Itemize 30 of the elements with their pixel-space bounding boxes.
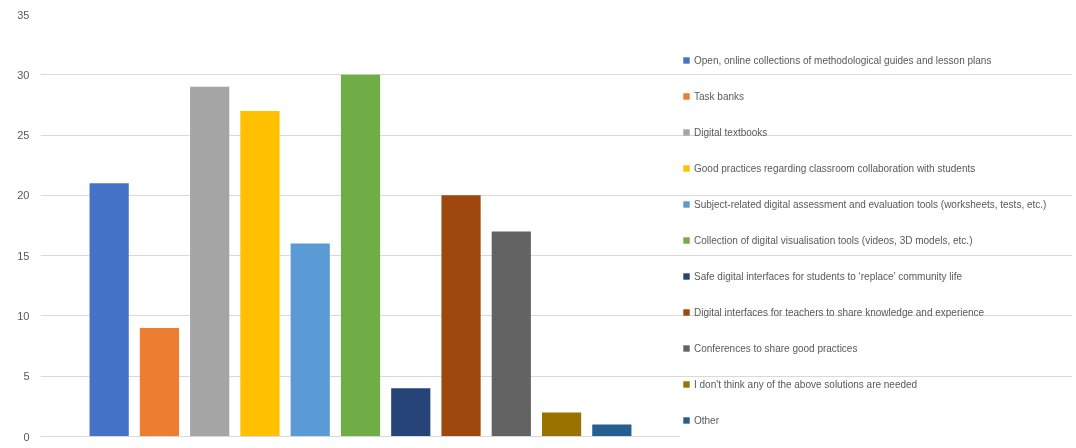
legend-label: Safe digital interfaces for students to ‘replace’ community life [694,270,963,282]
legend-label: Good practices regarding classroom collaboration with students [694,162,976,174]
bar [541,412,582,437]
bar [139,327,180,437]
legend-label: Digital interfaces for teachers to share knowledge and experience [694,306,985,318]
bar [391,388,431,437]
legend-label: Collection of digital visualisation tools (videos, 3D models, etc.) [694,234,973,246]
y-tick-label: 25 [17,129,30,142]
bar [240,110,280,437]
legend-label: Open, online collections of methodological guides and lesson plans [694,54,992,66]
legend-label: Subject-related digital assessment and evaluation tools (worksheets, tests, etc.) [694,198,1047,210]
bar [190,86,230,437]
y-tick-label: 35 [17,8,30,21]
y-tick-label: 0 [23,430,30,443]
y-tick-label: 30 [17,68,30,81]
y-tick-label: 5 [23,370,30,383]
legend-label: I don't think any of the above solutions are needed [694,378,918,390]
bar [340,74,381,437]
bar [491,231,531,437]
bar [290,243,330,437]
legend-label: Other [694,414,720,426]
legend-label: Digital textbooks [694,126,768,138]
legend-label: Conferences to share good practices [694,342,858,354]
bar [592,424,632,437]
bar [441,195,481,437]
y-tick-label: 20 [17,189,30,202]
y-tick-label: 15 [17,249,30,262]
y-tick-label: 10 [17,309,30,322]
bar [89,183,129,437]
legend-label: Task banks [694,90,745,102]
